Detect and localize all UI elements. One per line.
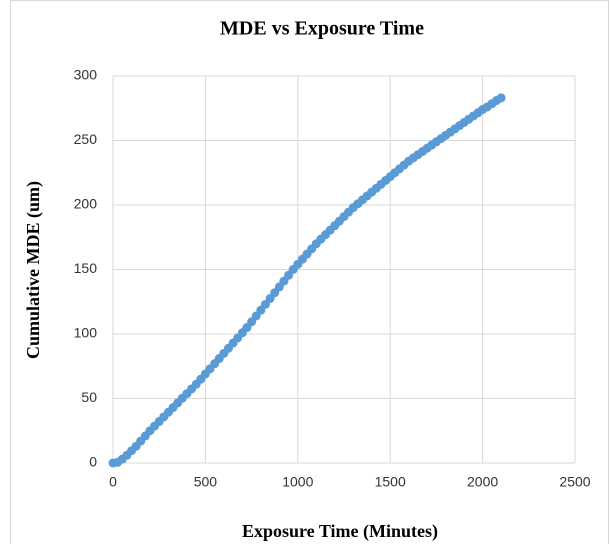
chart-title: MDE vs Exposure Time bbox=[220, 18, 424, 40]
y-axis-label: Cumulative MDE (um) bbox=[23, 181, 44, 359]
x-tick-label: 2000 bbox=[467, 474, 498, 490]
x-tick-label: 500 bbox=[194, 474, 218, 490]
y-tick-label: 0 bbox=[89, 454, 97, 470]
chart-frame bbox=[10, 0, 609, 544]
data-point bbox=[496, 93, 506, 103]
y-tick-label: 300 bbox=[74, 67, 98, 83]
x-tick-label: 1000 bbox=[282, 474, 313, 490]
x-tick-label: 0 bbox=[109, 474, 117, 490]
x-tick-label: 1500 bbox=[375, 474, 406, 490]
y-tick-label: 150 bbox=[74, 260, 98, 276]
y-tick-label: 100 bbox=[74, 325, 98, 341]
x-axis-label: Exposure Time (Minutes) bbox=[242, 521, 438, 542]
x-tick-label: 2500 bbox=[559, 474, 590, 490]
y-tick-label: 250 bbox=[74, 131, 98, 147]
y-tick-label: 50 bbox=[81, 389, 97, 405]
y-tick-label: 200 bbox=[74, 196, 98, 212]
